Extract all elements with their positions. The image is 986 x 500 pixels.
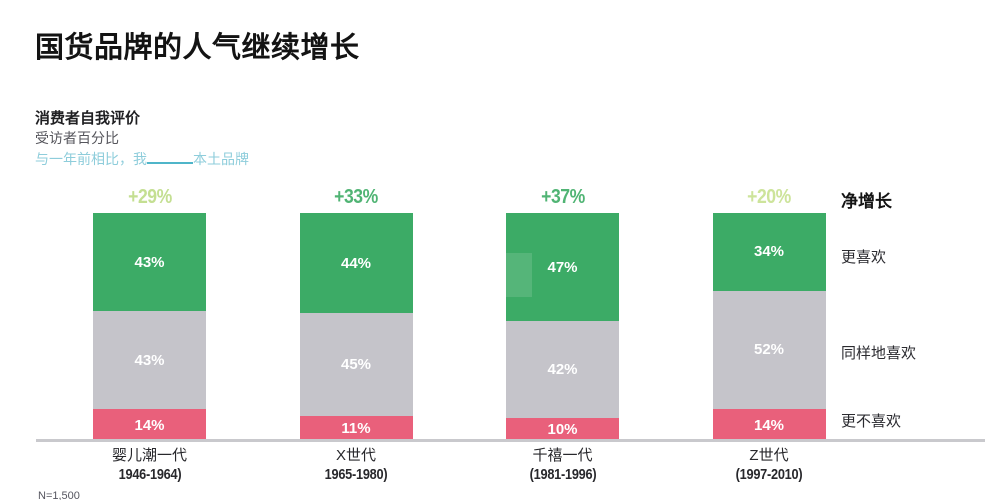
category-years: (1997-2010) bbox=[735, 466, 803, 483]
sample-size-note: N=1,500 bbox=[38, 490, 80, 500]
survey-question-prefix: 与一年前相比，我 bbox=[35, 151, 147, 167]
category-name: X世代 bbox=[335, 447, 376, 464]
net-growth-label: +37% bbox=[540, 186, 585, 208]
segment-value-label: 52% bbox=[753, 341, 785, 359]
page-title: 国货品牌的人气继续增长 bbox=[35, 32, 360, 64]
highlight-artifact bbox=[506, 253, 532, 297]
category-label: Z世代 (1997-2010) bbox=[679, 446, 859, 484]
category-label: 婴儿潮一代 1946-1964) bbox=[60, 446, 240, 484]
chart-subtitle: 消费者自我评价 bbox=[35, 110, 141, 127]
bar-segment: 52% bbox=[712, 290, 826, 410]
category-name: Z世代 bbox=[749, 447, 789, 464]
bar-segment: 14% bbox=[712, 409, 826, 441]
segment-value-label: 47% bbox=[547, 258, 578, 276]
bar-segment: 43% bbox=[93, 213, 206, 312]
category-years: 1965-1980) bbox=[324, 466, 388, 483]
fill-in-blank-line bbox=[147, 152, 193, 164]
bar-segment: 14% bbox=[93, 409, 206, 441]
survey-question-suffix: 本土品牌 bbox=[193, 151, 249, 167]
bar-segment: 45% bbox=[299, 313, 413, 416]
axis-unit-label: 受访者百分比 bbox=[35, 130, 119, 146]
segment-value-label: 14% bbox=[134, 416, 165, 434]
category-label: 千禧一代 (1981-1996) bbox=[473, 446, 653, 484]
bar-segment: 11% bbox=[299, 415, 413, 441]
category-name: 千禧一代 bbox=[532, 447, 593, 464]
bar-segment: 47% bbox=[506, 213, 619, 322]
bar-group-2: 44% 45% 11% bbox=[299, 213, 413, 441]
bar-segment: 43% bbox=[93, 311, 206, 410]
bar-group-4: 34% 52% 14% bbox=[712, 213, 826, 441]
bar-group-1: 43% 43% 14% bbox=[93, 213, 206, 441]
segment-value-label: 44% bbox=[340, 254, 372, 272]
category-years: (1981-1996) bbox=[529, 466, 596, 483]
survey-question: 与一年前相比，我 本土品牌 bbox=[35, 149, 249, 169]
category-label: X世代 1965-1980) bbox=[266, 446, 446, 484]
net-growth-label: +29% bbox=[127, 186, 172, 208]
segment-value-label: 10% bbox=[547, 420, 578, 438]
x-axis-line bbox=[36, 439, 985, 442]
bar-segment: 44% bbox=[299, 213, 413, 314]
legend-item-more-liked: 更喜欢 bbox=[841, 249, 887, 266]
legend-item-equally-liked: 同样地喜欢 bbox=[841, 345, 917, 362]
segment-value-label: 45% bbox=[340, 356, 372, 374]
bar-segment: 42% bbox=[506, 321, 619, 418]
net-growth-label: +20% bbox=[747, 186, 791, 208]
bar-segment: 34% bbox=[712, 213, 826, 291]
category-years: 1946-1964) bbox=[118, 466, 181, 483]
net-growth-label: +33% bbox=[334, 186, 378, 208]
legend-header: 净增长 bbox=[841, 192, 892, 211]
segment-value-label: 43% bbox=[134, 351, 165, 369]
segment-value-label: 11% bbox=[341, 419, 371, 437]
segment-value-label: 42% bbox=[547, 361, 578, 379]
segment-value-label: 14% bbox=[753, 416, 785, 434]
category-name: 婴儿潮一代 bbox=[111, 447, 187, 464]
legend-item-less-liked: 更不喜欢 bbox=[841, 413, 902, 430]
bar-segment: 10% bbox=[506, 417, 619, 441]
segment-value-label: 43% bbox=[134, 253, 165, 271]
bar-group-3: 47% 42% 10% bbox=[506, 213, 619, 441]
segment-value-label: 34% bbox=[753, 243, 785, 261]
